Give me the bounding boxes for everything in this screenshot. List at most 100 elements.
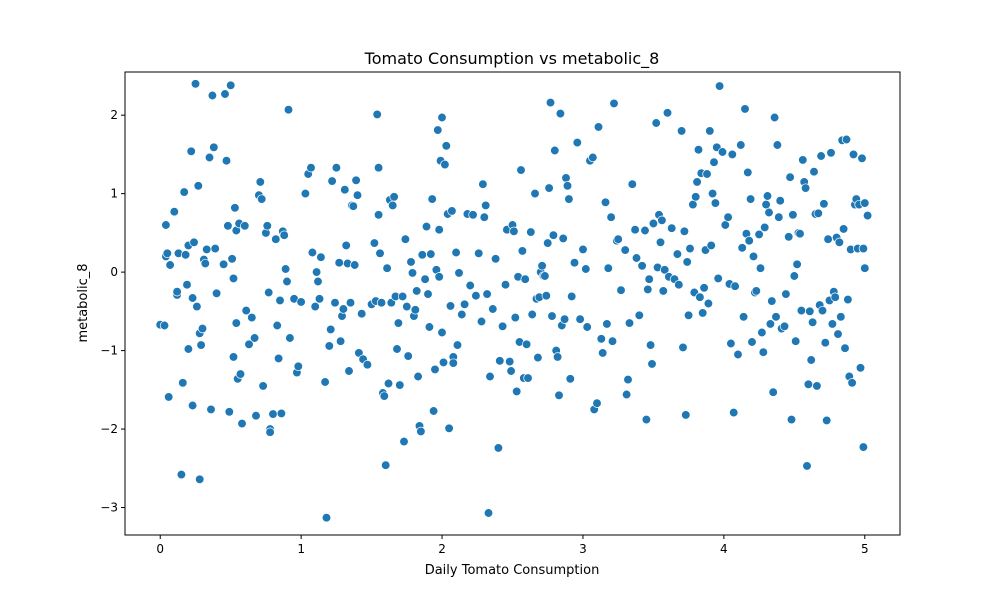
data-point (630, 225, 640, 235)
data-point (379, 391, 389, 401)
data-point (189, 237, 199, 247)
data-point (488, 304, 498, 314)
data-point (582, 322, 592, 332)
data-point (341, 240, 351, 251)
data-point (748, 251, 759, 262)
data-point (224, 407, 234, 417)
data-point (211, 288, 222, 298)
data-point (600, 197, 611, 207)
data-point (745, 194, 756, 204)
data-point (545, 97, 556, 108)
data-point (345, 298, 356, 308)
data-point (644, 274, 654, 284)
data-point (855, 363, 866, 373)
data-point (373, 210, 384, 220)
data-point (428, 406, 439, 416)
data-point (685, 243, 695, 254)
data-point (474, 248, 484, 258)
data-point (840, 343, 850, 353)
data-point (437, 112, 447, 123)
data-point (772, 140, 783, 150)
data-point (276, 408, 287, 419)
data-point (293, 361, 303, 371)
data-point (412, 286, 422, 296)
data-point (372, 109, 382, 120)
data-point (516, 165, 526, 175)
data-point (509, 226, 519, 236)
data-points (155, 79, 873, 523)
data-point (228, 273, 239, 284)
data-point (823, 234, 833, 244)
data-point (393, 318, 404, 328)
y-tick-label: −3 (100, 501, 118, 515)
data-point (764, 207, 774, 218)
data-point (683, 310, 694, 320)
data-point (159, 320, 170, 331)
data-point (736, 140, 746, 150)
data-point (310, 301, 320, 312)
data-point (819, 199, 829, 209)
data-point (520, 274, 530, 284)
data-point (272, 320, 282, 331)
data-point (688, 199, 698, 210)
data-point (420, 274, 430, 284)
data-point (424, 322, 435, 332)
chart-title: Tomato Consumption vs metabolic_8 (364, 49, 660, 69)
data-point (517, 246, 528, 256)
data-point (275, 295, 285, 306)
data-point (247, 312, 257, 323)
data-point (692, 177, 702, 187)
data-point (588, 152, 598, 163)
data-point (526, 227, 536, 237)
data-point (176, 469, 187, 480)
x-tick-label: 2 (438, 542, 446, 556)
data-point (331, 163, 342, 173)
data-point (713, 273, 723, 284)
data-point (314, 294, 325, 304)
data-point (606, 212, 616, 222)
data-point (714, 81, 725, 91)
data-point (383, 378, 394, 389)
data-point (679, 226, 690, 236)
data-point (598, 348, 608, 358)
data-point (388, 200, 398, 211)
data-point (647, 359, 657, 369)
data-point (426, 249, 436, 259)
data-point (836, 312, 846, 322)
data-point (451, 247, 461, 258)
data-point (204, 152, 215, 163)
data-point (240, 221, 250, 231)
data-point (581, 264, 591, 274)
data-point (195, 474, 205, 484)
data-point (710, 198, 721, 208)
data-point (265, 427, 275, 437)
data-point (407, 268, 418, 278)
data-point (858, 442, 869, 452)
y-tick-label: −1 (100, 344, 118, 358)
data-point (187, 293, 198, 303)
data-point (730, 281, 740, 291)
data-point (335, 336, 346, 346)
data-point (593, 122, 604, 132)
data-point (812, 381, 822, 391)
data-point (800, 183, 811, 193)
data-point (348, 201, 358, 211)
data-point (162, 248, 172, 258)
data-point (862, 210, 873, 221)
data-point (510, 312, 520, 323)
data-point (362, 360, 373, 370)
data-point (218, 259, 229, 269)
data-point (791, 336, 801, 346)
data-point (182, 280, 192, 290)
data-point (789, 271, 799, 281)
data-point (421, 221, 432, 232)
x-axis-ticks: 0 1 2 3 4 5 (156, 535, 869, 556)
data-point (320, 377, 330, 387)
data-point (693, 145, 704, 155)
data-point (826, 148, 836, 158)
data-point (523, 373, 533, 383)
data-point (413, 371, 423, 382)
data-point (820, 338, 830, 348)
data-point (478, 179, 488, 189)
